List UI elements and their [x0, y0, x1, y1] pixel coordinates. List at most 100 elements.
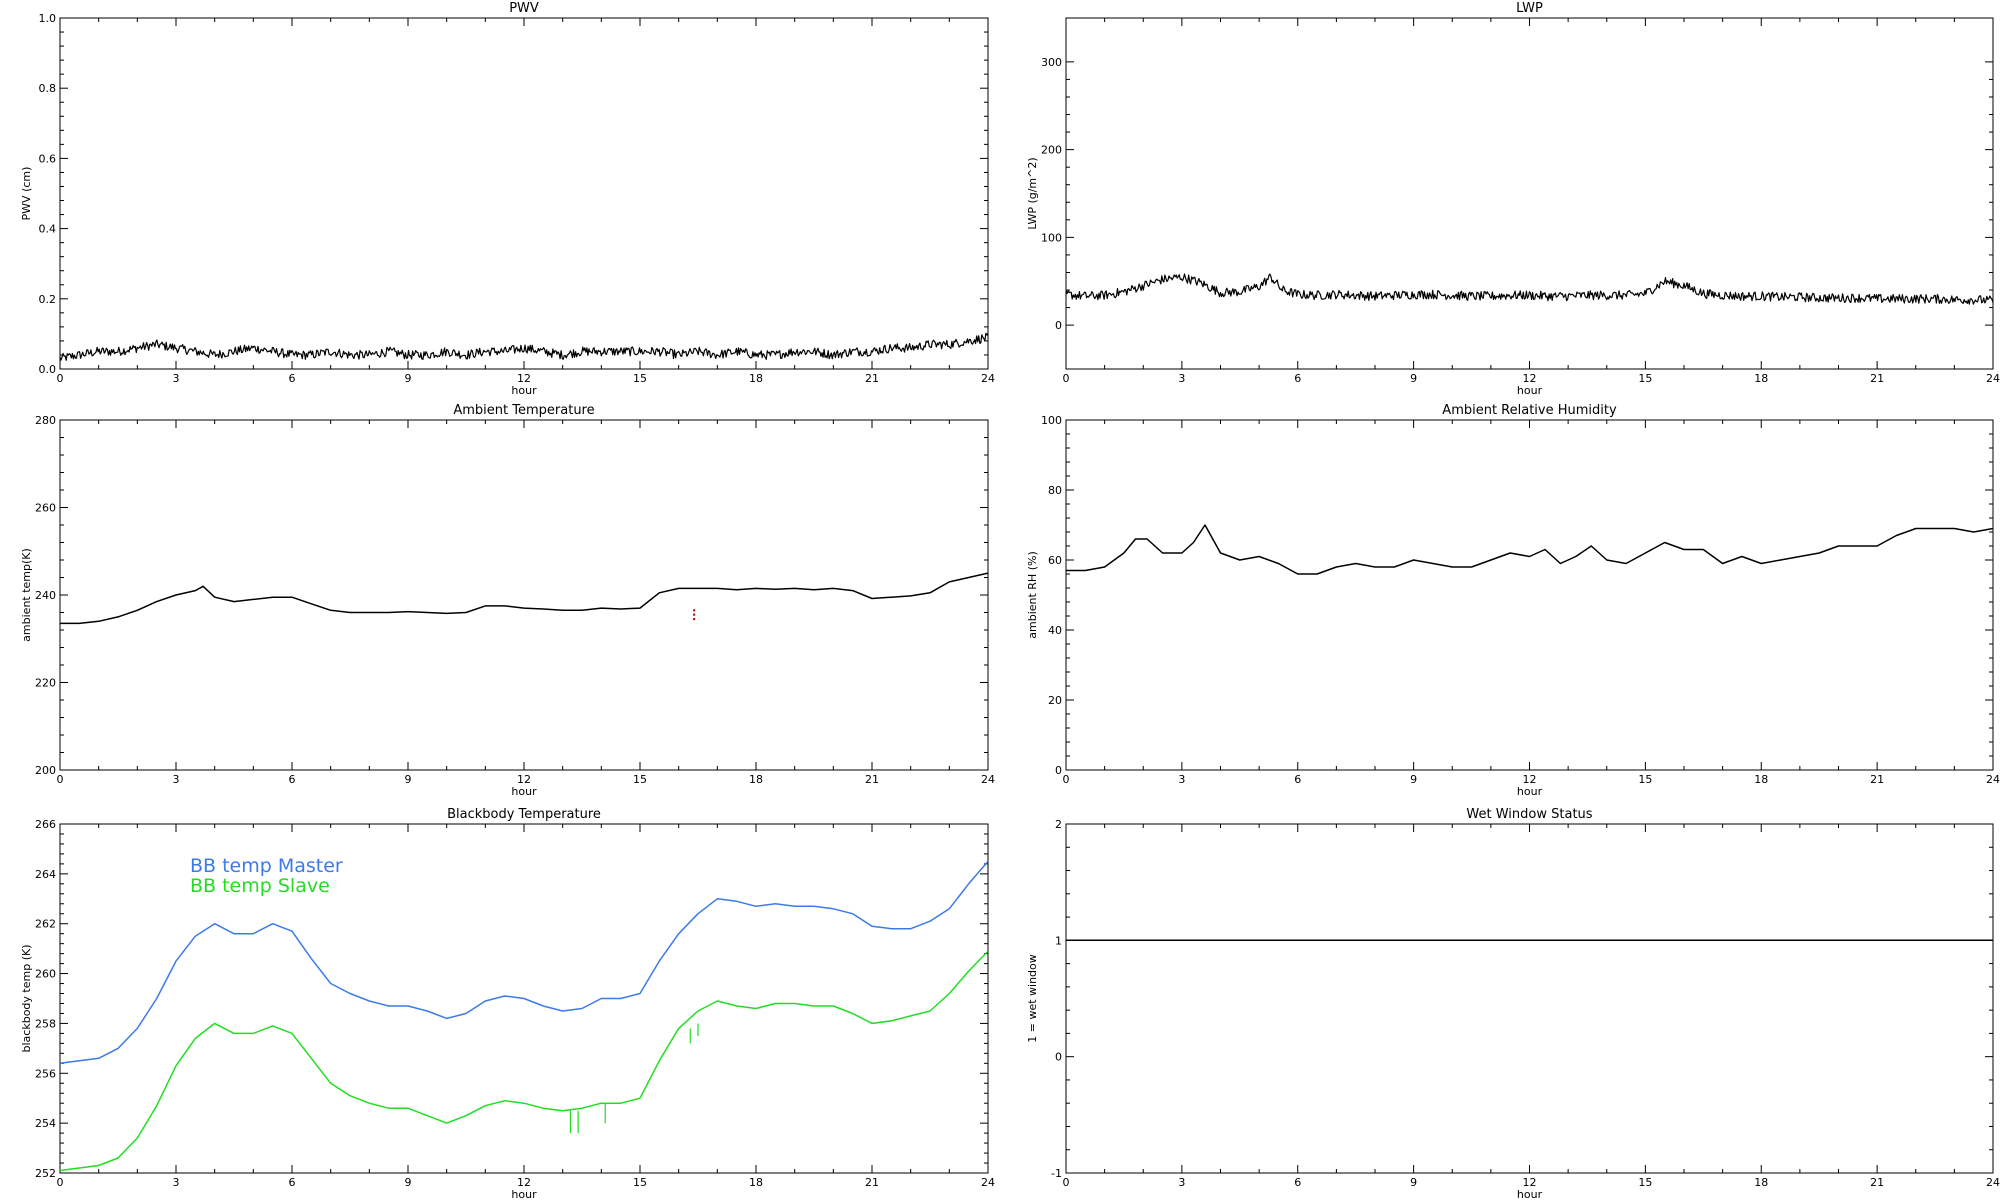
plot-frame	[59, 419, 989, 771]
chart-lwp: LWP 0 3 6 9 12 15 18 21 24 0 100 200 300 hour LWP (g/m^…	[1026, 1, 2000, 397]
chart-title: Ambient Relative Humidity	[1442, 403, 1617, 418]
x-tick-label: 15	[1638, 1176, 1652, 1189]
y-tick-label: 264	[35, 868, 56, 881]
y-tick-label: 240	[35, 589, 56, 602]
chart-ambient-rh: Ambient Relative Humidity 0 3 6 9 12 15 18 21 24 0…	[1026, 403, 2000, 798]
x-tick-label: 12	[517, 1176, 531, 1189]
x-tick-label: 6	[289, 1176, 296, 1189]
x-tick-label: 21	[1870, 773, 1884, 786]
x-tick-label: 12	[517, 372, 531, 385]
x-tick-label: 12	[1523, 773, 1537, 786]
y-tick-label: 0	[1055, 1051, 1062, 1064]
x-tick-label: 0	[57, 1176, 64, 1189]
x-tick-label: 9	[1410, 1176, 1417, 1189]
x-tick-label: 21	[865, 1176, 879, 1189]
x-tick-label: 3	[1178, 773, 1185, 786]
series-line-2	[60, 950, 988, 1172]
x-tick-label: 6	[1294, 1176, 1301, 1189]
y-tick-label: 0.8	[39, 82, 57, 95]
x-tick-label: 21	[1870, 372, 1884, 385]
y-tick-label: 260	[35, 502, 56, 515]
x-tick-label: 9	[405, 1176, 412, 1189]
x-tick-label: 12	[1523, 372, 1537, 385]
x-tick-label: 9	[1410, 773, 1417, 786]
x-tick-label: 15	[633, 1176, 647, 1189]
plot-frame	[1065, 17, 1994, 370]
y-tick-label: 2	[1055, 818, 1062, 831]
x-tick-label: 0	[1063, 372, 1070, 385]
x-axis-label: hour	[1517, 384, 1543, 397]
y-axis-label: LWP (g/m^2)	[1026, 157, 1039, 229]
y-tick-label: 0.0	[39, 363, 57, 376]
y-tick-label: 100	[1041, 231, 1062, 244]
x-tick-label: 15	[1638, 773, 1652, 786]
x-tick-label: 24	[1986, 1176, 2000, 1189]
x-tick-label: 21	[865, 372, 879, 385]
y-axis-label: blackbody temp (K)	[20, 945, 33, 1053]
series-line-1	[1066, 273, 1993, 305]
x-tick-label: 0	[1063, 1176, 1070, 1189]
chart-title: Ambient Temperature	[453, 403, 594, 418]
x-tick-label: 0	[57, 372, 64, 385]
y-tick-label: 0.4	[39, 223, 57, 236]
x-tick-label: 24	[981, 372, 995, 385]
y-axis-label: 1 = wet window	[1026, 954, 1039, 1043]
plot-frame	[59, 17, 989, 370]
y-tick-label: 60	[1048, 554, 1062, 567]
y-tick-label: -1	[1051, 1167, 1062, 1180]
x-tick-label: 6	[1294, 773, 1301, 786]
x-tick-label: 12	[517, 773, 531, 786]
x-tick-label: 3	[173, 773, 180, 786]
y-tick-label: 200	[1041, 144, 1062, 157]
x-tick-label: 18	[1754, 1176, 1768, 1189]
y-tick-label: 40	[1048, 624, 1062, 637]
y-tick-label: 0.2	[39, 293, 57, 306]
y-tick-label: 0	[1055, 764, 1062, 777]
x-axis-label: hour	[511, 785, 537, 798]
x-tick-label: 18	[749, 372, 763, 385]
x-tick-label: 12	[1523, 1176, 1537, 1189]
y-tick-label: 260	[35, 968, 56, 981]
y-tick-label: 254	[35, 1117, 56, 1130]
x-tick-label: 3	[173, 1176, 180, 1189]
x-axis-label: hour	[511, 384, 537, 397]
legend-entry: BB temp Slave	[190, 875, 330, 897]
x-tick-label: 9	[405, 773, 412, 786]
y-tick-label: 256	[35, 1067, 56, 1080]
series-line-1	[60, 332, 988, 361]
y-tick-label: 1.0	[39, 12, 57, 25]
plot-frame	[1065, 419, 1994, 771]
y-tick-label: 300	[1041, 56, 1062, 69]
chart-ambient-temp: Ambient Temperature 0 3 6 9 12 15 18 21 24 200 220 2…	[20, 403, 995, 798]
x-tick-label: 3	[173, 372, 180, 385]
x-axis-label: hour	[511, 1188, 537, 1200]
y-axis-label: ambient RH (%)	[1026, 551, 1039, 639]
y-tick-label: 0.6	[39, 152, 57, 165]
x-tick-label: 3	[1178, 372, 1185, 385]
x-tick-label: 24	[981, 1176, 995, 1189]
y-tick-label: 80	[1048, 484, 1062, 497]
x-tick-label: 15	[1638, 372, 1652, 385]
y-tick-label: 262	[35, 918, 56, 931]
x-tick-label: 15	[633, 773, 647, 786]
series-line-1	[60, 860, 988, 1065]
x-tick-label: 15	[633, 372, 647, 385]
x-axis-label: hour	[1517, 1188, 1543, 1200]
series-line-1	[60, 572, 988, 625]
legend-entry: BB temp Master	[190, 855, 343, 877]
data-point-marker	[692, 617, 696, 621]
x-tick-label: 0	[1063, 773, 1070, 786]
y-tick-label: 1	[1055, 934, 1062, 947]
y-tick-label: 20	[1048, 694, 1062, 707]
y-tick-label: 0	[1055, 319, 1062, 332]
x-tick-label: 9	[1410, 372, 1417, 385]
x-axis-label: hour	[1517, 785, 1543, 798]
x-tick-label: 18	[749, 773, 763, 786]
series-line-1	[1066, 524, 1993, 575]
x-tick-label: 18	[749, 1176, 763, 1189]
x-tick-label: 18	[1754, 372, 1768, 385]
y-tick-label: 252	[35, 1167, 56, 1180]
x-tick-label: 0	[57, 773, 64, 786]
y-tick-label: 280	[35, 414, 56, 427]
